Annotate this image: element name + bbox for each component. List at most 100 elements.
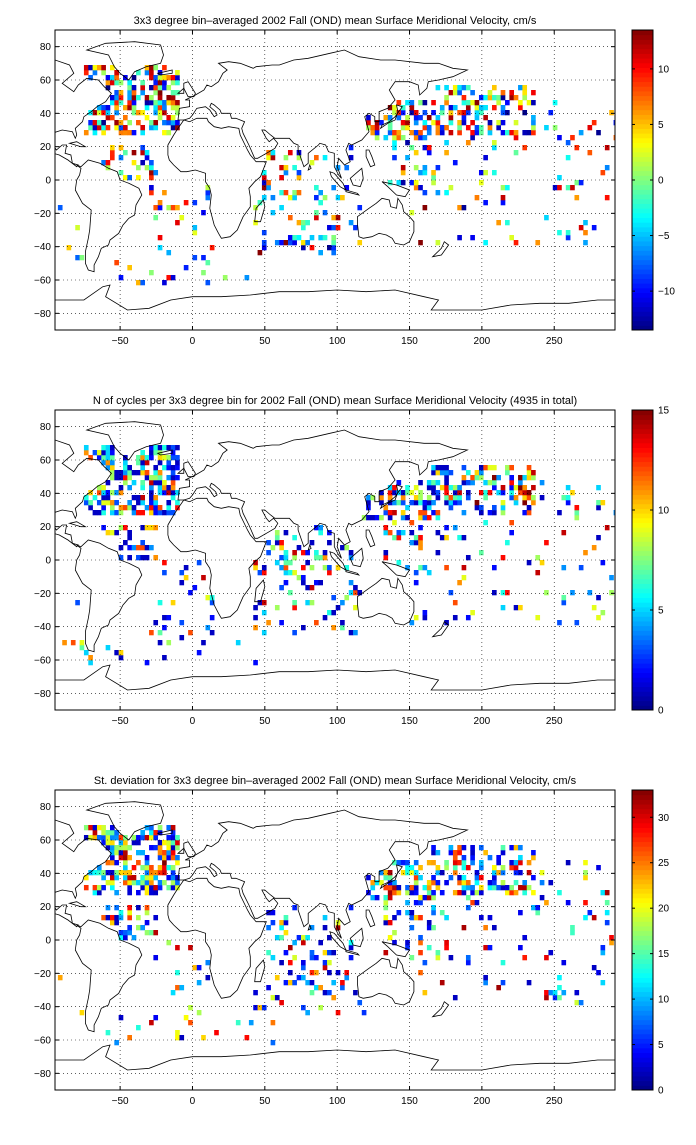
data-cell <box>409 100 415 106</box>
data-cell <box>413 915 419 921</box>
data-cell <box>270 910 276 916</box>
colorbar-step <box>632 184 653 190</box>
colorbar-step <box>632 869 653 875</box>
colorbar-tick-label: 5 <box>658 606 664 617</box>
data-cell <box>92 510 98 516</box>
data-cell <box>274 975 280 981</box>
data-cell <box>600 560 606 566</box>
data-cell <box>114 470 119 476</box>
data-cell <box>452 160 458 166</box>
data-cell <box>309 970 315 976</box>
data-cell <box>318 250 324 256</box>
data-cell <box>170 75 176 81</box>
data-cell <box>405 900 410 906</box>
data-cell <box>609 940 614 946</box>
colorbar-step <box>632 630 653 636</box>
data-cell <box>392 130 397 136</box>
data-cell <box>413 495 419 501</box>
y-tick-label: 80 <box>40 42 52 53</box>
data-cell <box>274 605 280 611</box>
colorbar-tick-label: 20 <box>658 904 670 915</box>
data-cell <box>109 475 115 481</box>
data-cell <box>591 225 597 231</box>
data-cell <box>253 205 258 211</box>
data-cell <box>123 130 128 136</box>
coastlines <box>55 421 615 710</box>
data-cell <box>470 860 475 866</box>
data-cell <box>101 455 106 461</box>
data-cell <box>604 920 610 926</box>
data-cell <box>140 850 146 856</box>
data-cell <box>166 475 172 481</box>
colorbar-step <box>632 1019 653 1025</box>
data-cell <box>561 600 567 606</box>
x-tick-label: −50 <box>112 1096 129 1107</box>
data-cell <box>361 1010 367 1016</box>
data-cell <box>435 190 441 196</box>
data-cell <box>431 880 436 886</box>
data-cell <box>96 65 102 71</box>
data-cell <box>123 875 128 881</box>
data-cell <box>170 880 176 886</box>
data-cell <box>175 120 180 126</box>
data-cell <box>448 955 454 961</box>
data-cell <box>405 865 410 871</box>
data-cell <box>140 880 146 886</box>
data-cell <box>448 845 454 851</box>
data-cell <box>96 105 102 111</box>
data-cell <box>257 200 263 206</box>
data-cell <box>314 215 319 221</box>
data-cell <box>287 945 293 951</box>
data-cell <box>413 890 419 896</box>
data-cell <box>439 105 445 111</box>
data-cell <box>405 565 410 571</box>
data-cell <box>513 845 519 851</box>
data-cell <box>292 240 297 246</box>
data-cell <box>127 905 132 911</box>
data-cell <box>370 880 376 886</box>
data-cell <box>470 850 475 856</box>
colorbar-step <box>632 489 653 495</box>
data-cell <box>596 535 601 541</box>
data-cell <box>439 890 445 896</box>
data-cell <box>166 615 172 621</box>
data-cell <box>444 860 449 866</box>
data-cell <box>136 110 141 116</box>
colorbar-tick-label: 10 <box>658 506 670 517</box>
data-cell <box>452 490 458 496</box>
data-cell <box>422 125 428 131</box>
data-cell <box>461 880 467 886</box>
colorbar-step <box>632 452 653 458</box>
data-cell <box>157 105 163 111</box>
data-cell <box>162 120 167 126</box>
data-cell <box>105 530 111 536</box>
data-cell <box>101 445 106 451</box>
data-cell <box>170 855 176 861</box>
data-cell <box>478 105 484 111</box>
data-cell <box>439 465 445 471</box>
data-cell <box>383 950 389 956</box>
colorbar-step <box>632 499 653 505</box>
data-cell <box>400 180 406 186</box>
data-cell <box>309 245 315 251</box>
data-cell <box>83 70 89 76</box>
data-cell <box>127 475 132 481</box>
data-cell <box>209 615 215 621</box>
data-cell <box>153 620 159 626</box>
colorbar-step <box>632 1071 653 1077</box>
data-cell <box>348 955 354 961</box>
data-cell <box>405 860 410 866</box>
data-cell <box>387 875 393 881</box>
data-cell <box>127 95 132 101</box>
data-cell <box>131 470 137 476</box>
data-cell <box>418 170 423 176</box>
data-cell <box>487 880 493 886</box>
data-cell <box>587 590 593 596</box>
data-cell <box>192 965 198 971</box>
data-cell <box>405 940 410 946</box>
colorbar-step <box>632 1033 653 1039</box>
data-cell <box>114 100 119 106</box>
data-cell <box>461 115 467 121</box>
data-cell <box>392 520 397 526</box>
